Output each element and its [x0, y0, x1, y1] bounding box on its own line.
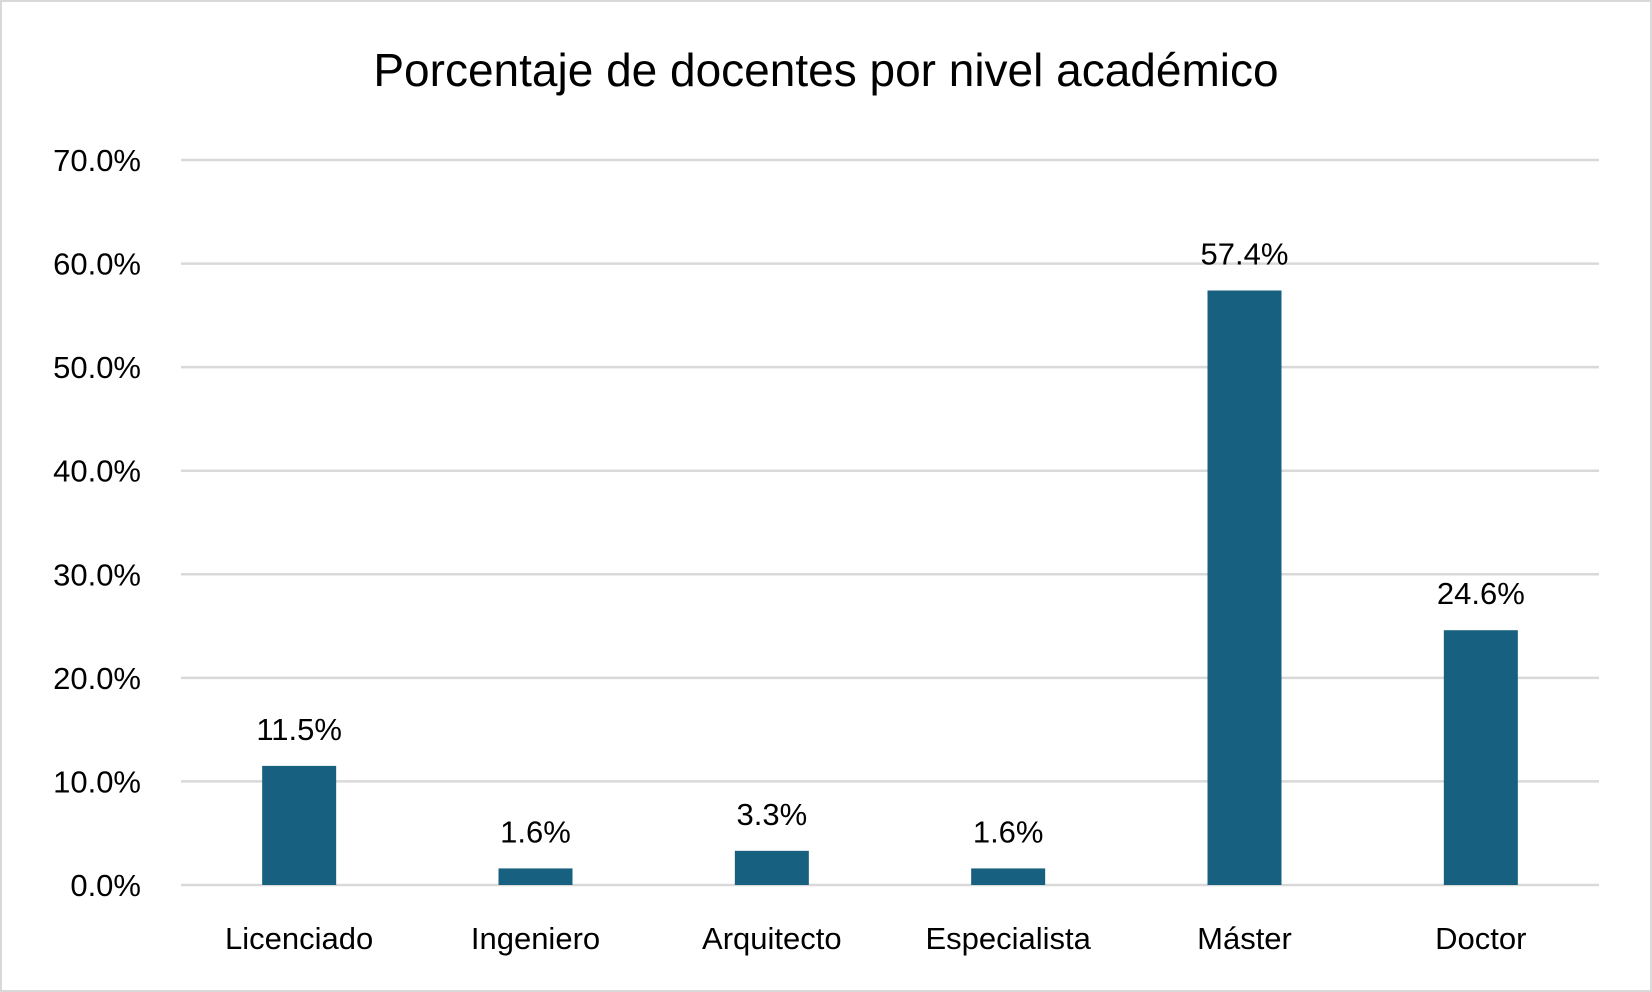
data-label: 3.3%: [736, 797, 807, 832]
y-tick-label: 20.0%: [53, 661, 141, 696]
y-tick-label: 0.0%: [70, 868, 141, 903]
x-tick-label: Ingeniero: [471, 921, 600, 956]
bar: [734, 850, 809, 885]
y-tick-label: 70.0%: [53, 143, 141, 178]
bar: [971, 868, 1046, 885]
x-tick-label: Especialista: [925, 921, 1091, 956]
data-label: 11.5%: [256, 712, 342, 747]
chart-title: Porcentaje de docentes por nivel académi…: [373, 44, 1278, 96]
bar: [1443, 630, 1518, 885]
y-tick-label: 10.0%: [53, 764, 141, 799]
data-label: 57.4%: [1201, 237, 1289, 272]
y-tick-label: 30.0%: [53, 557, 141, 592]
y-tick-label: 60.0%: [53, 247, 141, 282]
y-tick-label: 40.0%: [53, 454, 141, 489]
data-label: 1.6%: [500, 814, 571, 849]
bar: [1207, 290, 1282, 885]
bar: [498, 868, 573, 885]
data-label: 24.6%: [1437, 576, 1525, 611]
data-label: 1.6%: [973, 814, 1044, 849]
x-tick-label: Máster: [1197, 921, 1292, 956]
x-tick-label: Arquitecto: [702, 921, 842, 956]
y-tick-label: 50.0%: [53, 350, 141, 385]
x-tick-label: Doctor: [1435, 921, 1526, 956]
bar: [262, 765, 337, 885]
x-tick-label: Licenciado: [225, 921, 373, 956]
